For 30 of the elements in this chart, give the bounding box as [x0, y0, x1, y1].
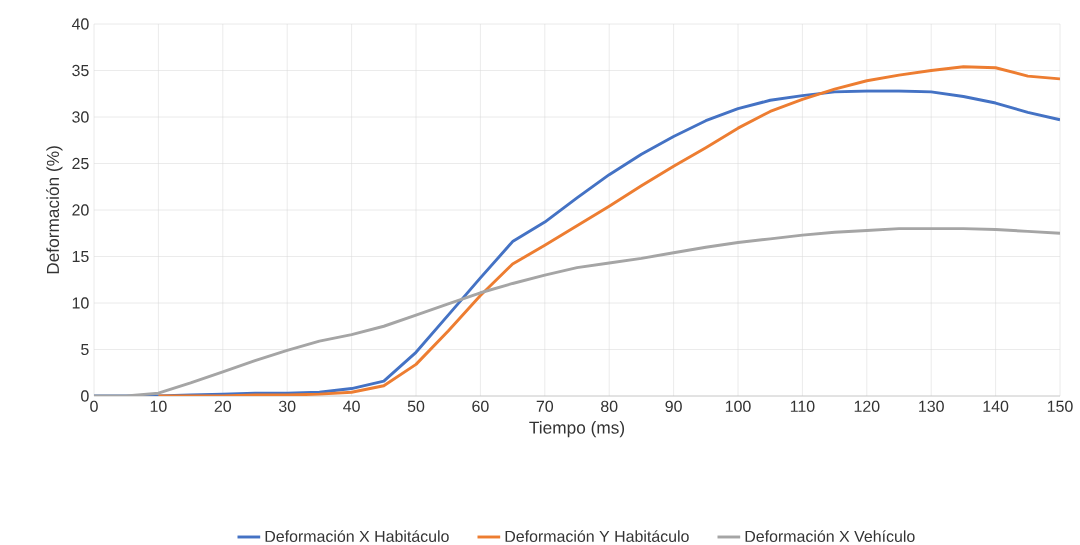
x-tick-label: 110: [790, 400, 815, 412]
x-tick-label: 60: [472, 400, 489, 412]
x-tick-label: 140: [983, 400, 1009, 412]
y-tick-label: 35: [72, 64, 89, 77]
y-tick-label: 25: [72, 157, 89, 170]
x-tick-label: 50: [407, 400, 425, 412]
x-tick-label: 40: [343, 400, 360, 412]
x-tick-label: 10: [150, 400, 167, 412]
x-tick-label: 30: [278, 400, 296, 412]
x-axis-title: Tiempo (ms): [529, 421, 625, 438]
x-tick-label: 100: [725, 400, 751, 412]
x-tick-label: 120: [854, 400, 880, 412]
y-tick-label: 10: [72, 297, 89, 309]
x-tick-label: 70: [536, 400, 554, 412]
x-tick-label: 150: [1047, 400, 1073, 412]
x-tick-label: 90: [665, 400, 682, 412]
legend-label: Deformación X Habitáculo: [265, 530, 449, 543]
x-tick-label: 80: [601, 400, 618, 412]
legend-label: Deformación Y Habitáculo: [505, 530, 689, 543]
legend-label: Deformación X Vehículo: [745, 530, 915, 543]
y-tick-label: 0: [81, 390, 89, 402]
x-tick-label: 20: [214, 400, 232, 412]
y-tick-label: 40: [71, 18, 89, 30]
y-tick-label: 20: [72, 204, 89, 216]
x-tick-label: 130: [919, 400, 944, 412]
y-tick-label: 5: [81, 343, 89, 356]
y-axis-title: Deformación (%): [46, 146, 63, 274]
y-tick-label: 30: [72, 111, 89, 123]
x-tick-label: 0: [90, 400, 98, 412]
y-tick-label: 15: [72, 250, 89, 263]
